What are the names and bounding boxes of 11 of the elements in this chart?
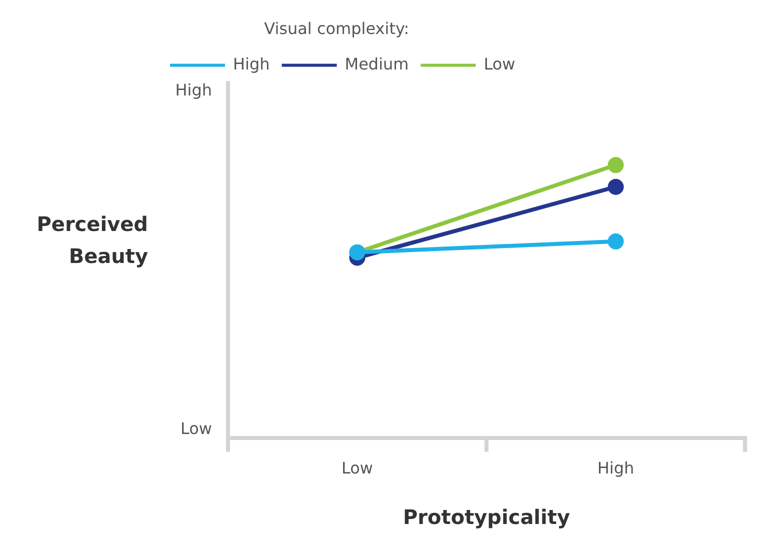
point <box>608 157 624 174</box>
x-axis-title: Prototypicality <box>403 505 570 530</box>
legend-title: Visual complexity: <box>264 19 410 38</box>
text: High <box>175 80 212 100</box>
legend-label: High <box>233 54 270 74</box>
point <box>608 178 624 195</box>
legend-label: Medium <box>344 54 409 74</box>
text: Low <box>180 418 212 438</box>
legend-label: Low <box>484 54 516 74</box>
y-axis-title: Perceived Beauty <box>36 211 148 270</box>
point <box>608 233 624 250</box>
